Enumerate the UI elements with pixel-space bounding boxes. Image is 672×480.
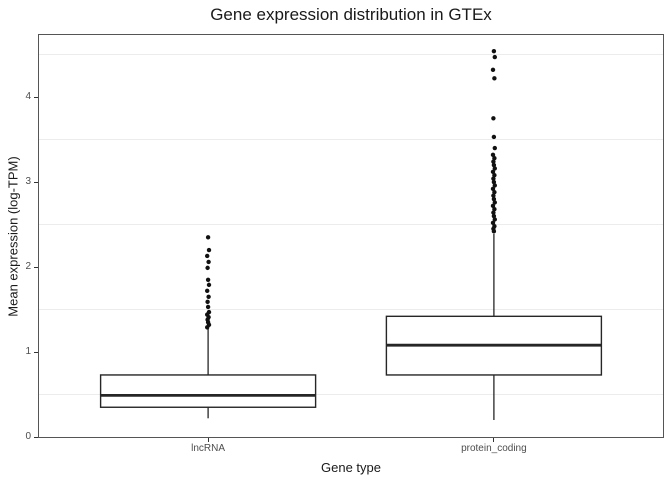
outlier-point: [491, 210, 496, 215]
x-tick-mark: [207, 438, 209, 442]
x-tick-label: protein_coding: [461, 443, 527, 454]
y-tick-label: 4: [25, 91, 31, 103]
outlier-point: [205, 299, 210, 305]
chart-title: Gene expression distribution in GTEx: [210, 5, 492, 24]
outlier-point: [492, 166, 497, 171]
outlier-point: [492, 76, 497, 81]
outlier-point: [490, 169, 496, 175]
x-tick-mark: [493, 438, 495, 442]
y-tick-mark: [34, 181, 38, 183]
outlier-point: [490, 67, 496, 73]
y-tick-label: 3: [25, 176, 31, 188]
y-tick-label: 2: [25, 261, 31, 273]
outlier-point: [492, 156, 497, 161]
y-tick-mark: [34, 96, 38, 98]
outlier-point: [492, 200, 497, 205]
outlier-point: [206, 247, 212, 253]
y-tick-label: 0: [25, 431, 31, 442]
y-tick-label: 1: [25, 346, 31, 357]
outlier-point: [491, 159, 496, 164]
plot-area-svg: [39, 48, 663, 421]
outlier-point: [491, 116, 496, 121]
outlier-point: [205, 288, 210, 294]
outlier-point: [491, 162, 497, 168]
outlier-point: [206, 259, 211, 265]
outlier-point: [490, 186, 496, 192]
y-tick-mark: [34, 266, 38, 268]
outlier-point: [206, 282, 212, 288]
box-lncRNA: [99, 374, 317, 408]
outlier-point: [491, 134, 497, 140]
outlier-point: [205, 325, 210, 330]
outlier-point: [205, 265, 210, 271]
outlier-point: [205, 277, 211, 282]
outlier-point: [491, 193, 496, 198]
outlier-point: [492, 173, 497, 178]
outlier-point: [205, 304, 211, 310]
outlier-point: [491, 213, 497, 219]
outlier-point: [492, 183, 497, 188]
outlier-point: [491, 48, 497, 54]
outlier-point: [491, 196, 497, 202]
outlier-point: [490, 203, 496, 209]
outlier-point: [492, 54, 497, 60]
outlier-point: [491, 179, 497, 185]
outlier-point: [492, 207, 497, 212]
outlier-point: [491, 176, 496, 181]
outlier-point: [492, 190, 497, 195]
outlier-point: [205, 253, 210, 259]
outlier-point: [492, 217, 497, 222]
outlier-point: [206, 294, 211, 299]
outlier-point: [491, 229, 497, 234]
y-tick-mark: [34, 351, 38, 353]
outlier-point: [205, 235, 211, 240]
y-tick-mark: [34, 436, 38, 438]
outlier-point: [490, 220, 496, 226]
plot-panel: [38, 34, 664, 438]
outlier-point: [492, 145, 497, 151]
x-axis-title: Gene type: [321, 460, 381, 475]
y-axis-title: Mean expression (log-TPM): [5, 156, 21, 317]
outlier-point: [490, 152, 496, 158]
x-tick-label: lncRNA: [191, 443, 226, 454]
